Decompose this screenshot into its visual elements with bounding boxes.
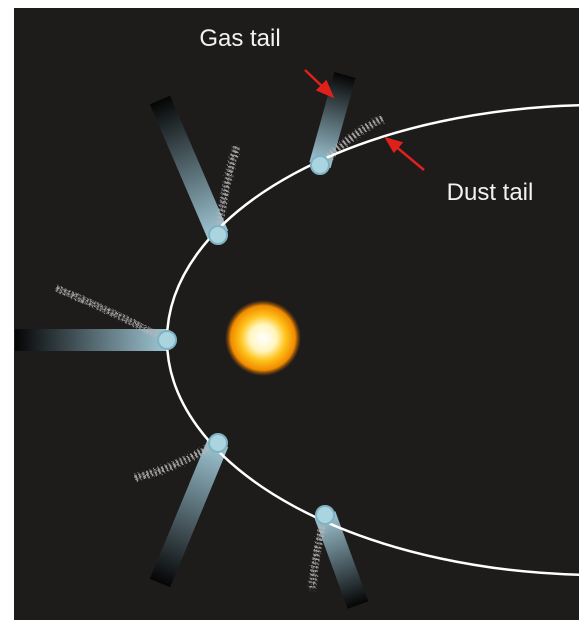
- sun: [225, 300, 301, 376]
- pointer-arrows: [304, 69, 425, 171]
- comet-heads: [157, 155, 335, 525]
- gas-tails: [15, 72, 369, 609]
- gas-tail-label: Gas tail: [199, 25, 280, 52]
- dust-tail-label: Dust tail: [447, 179, 534, 206]
- background: [14, 8, 579, 620]
